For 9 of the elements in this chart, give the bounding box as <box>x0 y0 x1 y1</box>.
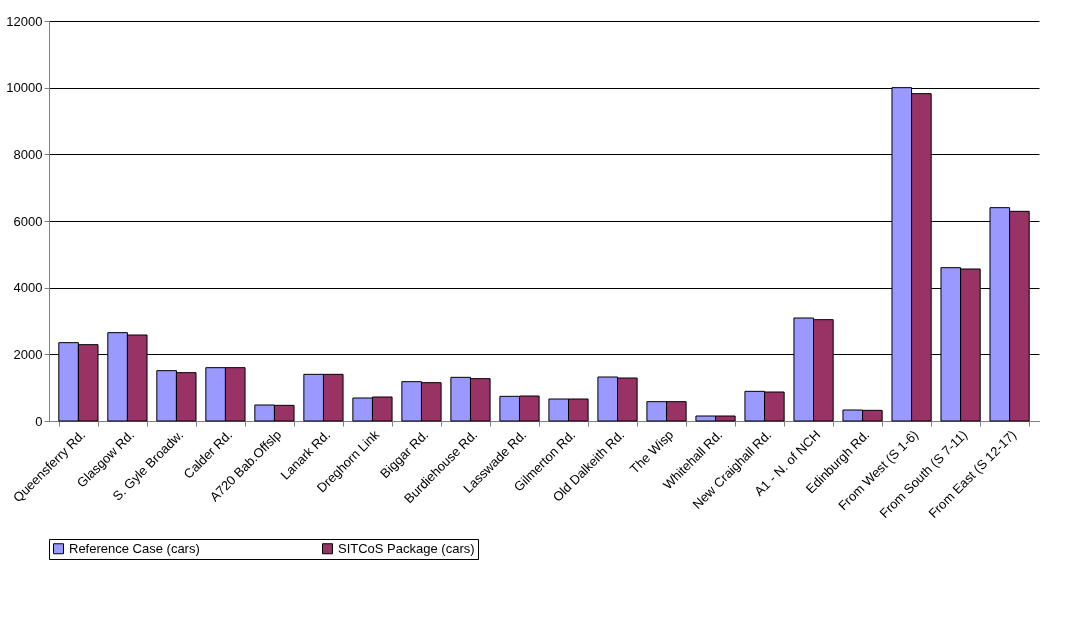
y-tick-label: 8000 <box>13 146 43 162</box>
y-tick-label: 0 <box>35 413 43 429</box>
y-tick-label: 10000 <box>6 80 43 96</box>
legend-label: Reference Case (cars) <box>69 540 200 556</box>
y-tick-label: 2000 <box>13 346 43 362</box>
y-tick-label: 6000 <box>13 213 43 229</box>
y-tick-label: 12000 <box>6 13 43 29</box>
legend-label: SITCoS Package (cars) <box>338 540 475 556</box>
y-tick-label: 4000 <box>13 280 43 296</box>
